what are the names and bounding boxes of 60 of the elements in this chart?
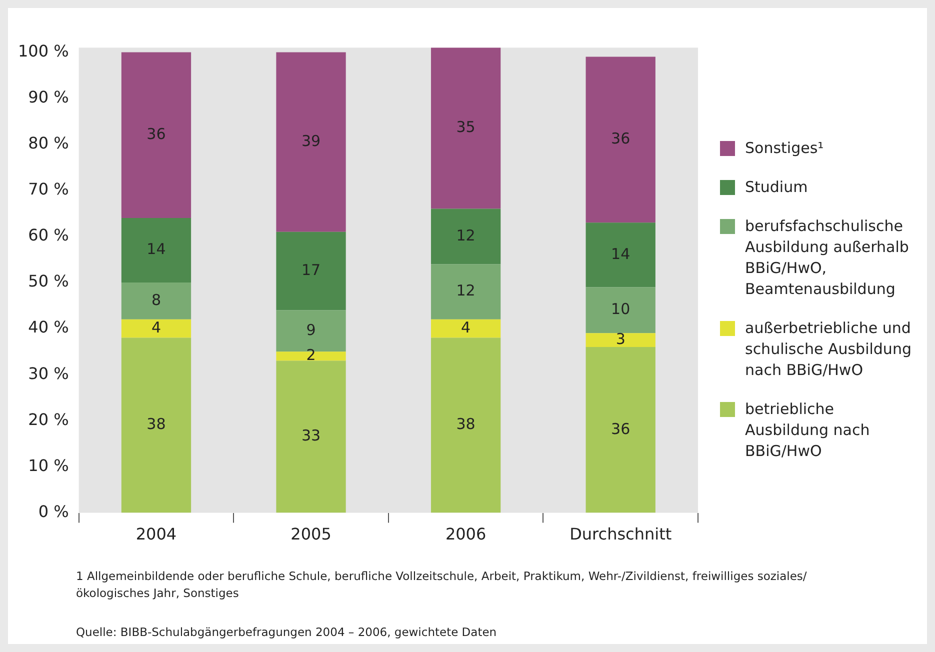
data-label: 35 bbox=[456, 118, 476, 136]
data-label: 2 bbox=[306, 346, 316, 364]
legend-label: Studium bbox=[745, 177, 808, 198]
y-tick-label: 50 % bbox=[28, 272, 69, 291]
bar bbox=[121, 52, 192, 218]
bar bbox=[430, 319, 501, 338]
data-label: 4 bbox=[461, 318, 471, 336]
data-label: 14 bbox=[611, 244, 630, 263]
bar bbox=[430, 264, 501, 320]
x-tick-label: 2006 bbox=[445, 524, 486, 544]
bar bbox=[430, 48, 501, 209]
x-tick-label: 2004 bbox=[136, 524, 177, 544]
bar bbox=[430, 208, 501, 264]
bar bbox=[121, 338, 192, 513]
y-tick-label: 80 % bbox=[28, 133, 69, 152]
legend-label: betriebliche Ausbildung nach BBiG/HwO bbox=[745, 399, 871, 462]
data-label: 9 bbox=[306, 320, 316, 339]
y-tick-label: 70 % bbox=[28, 180, 69, 199]
bar bbox=[121, 282, 192, 320]
data-label: 36 bbox=[146, 125, 166, 144]
data-label: 38 bbox=[146, 415, 166, 434]
y-tick-label: 0 % bbox=[38, 502, 69, 521]
y-tick-label: 60 % bbox=[28, 226, 69, 245]
data-label: 10 bbox=[611, 300, 630, 318]
y-tick-label: 90 % bbox=[28, 87, 69, 106]
y-tick-label: 30 % bbox=[28, 364, 69, 383]
source-note: Quelle: BIBB-Schulabgängerbefragungen 2004 – 2006, gewichtete Daten bbox=[76, 624, 498, 641]
legend-label: berufsfachschulische Ausbildung außerhalb BBiG/HwO, Beamtenausbildung bbox=[745, 216, 910, 300]
bar bbox=[276, 360, 346, 513]
bar bbox=[276, 52, 346, 232]
data-label: 8 bbox=[151, 290, 161, 309]
bar bbox=[586, 333, 656, 347]
bar bbox=[586, 56, 656, 223]
data-label: 38 bbox=[456, 415, 476, 434]
data-label: 17 bbox=[301, 260, 321, 279]
legend-label: außerbetriebliche und schulische Ausbildung nach BBiG/HwO bbox=[745, 318, 912, 381]
legend-label: Sonstiges¹ bbox=[745, 138, 824, 159]
bar bbox=[276, 232, 346, 310]
text: 1 Allgemeinbildende oder berufliche Schule, berufliche Vollzeitschule, Arbeit, Praktikum, Wehr-/Zivildienst, freiwilliges soziales/ökologisches Jahr, Sonstiges bbox=[76, 568, 808, 602]
x-tick-label: 2005 bbox=[290, 524, 332, 544]
y-tick-label: 10 % bbox=[28, 456, 69, 475]
data-label: 33 bbox=[301, 426, 321, 445]
bar bbox=[586, 287, 656, 334]
data-label: 3 bbox=[616, 330, 626, 348]
x-tick-label: Durchschnitt bbox=[570, 524, 672, 544]
data-label: 4 bbox=[151, 318, 161, 336]
bar bbox=[121, 319, 192, 338]
data-label: 36 bbox=[611, 130, 630, 148]
data-label: 12 bbox=[456, 282, 476, 300]
data-label: 36 bbox=[611, 420, 630, 438]
data-label: 39 bbox=[301, 132, 321, 150]
y-tick-label: 40 % bbox=[28, 318, 69, 337]
data-label: 12 bbox=[456, 226, 476, 244]
data-label: 14 bbox=[146, 240, 166, 258]
bar bbox=[430, 338, 501, 513]
bar bbox=[586, 346, 656, 513]
y-tick-label: 100 % bbox=[18, 41, 69, 60]
bar bbox=[586, 222, 656, 288]
bar bbox=[121, 218, 192, 283]
y-tick-label: 20 % bbox=[28, 410, 69, 429]
